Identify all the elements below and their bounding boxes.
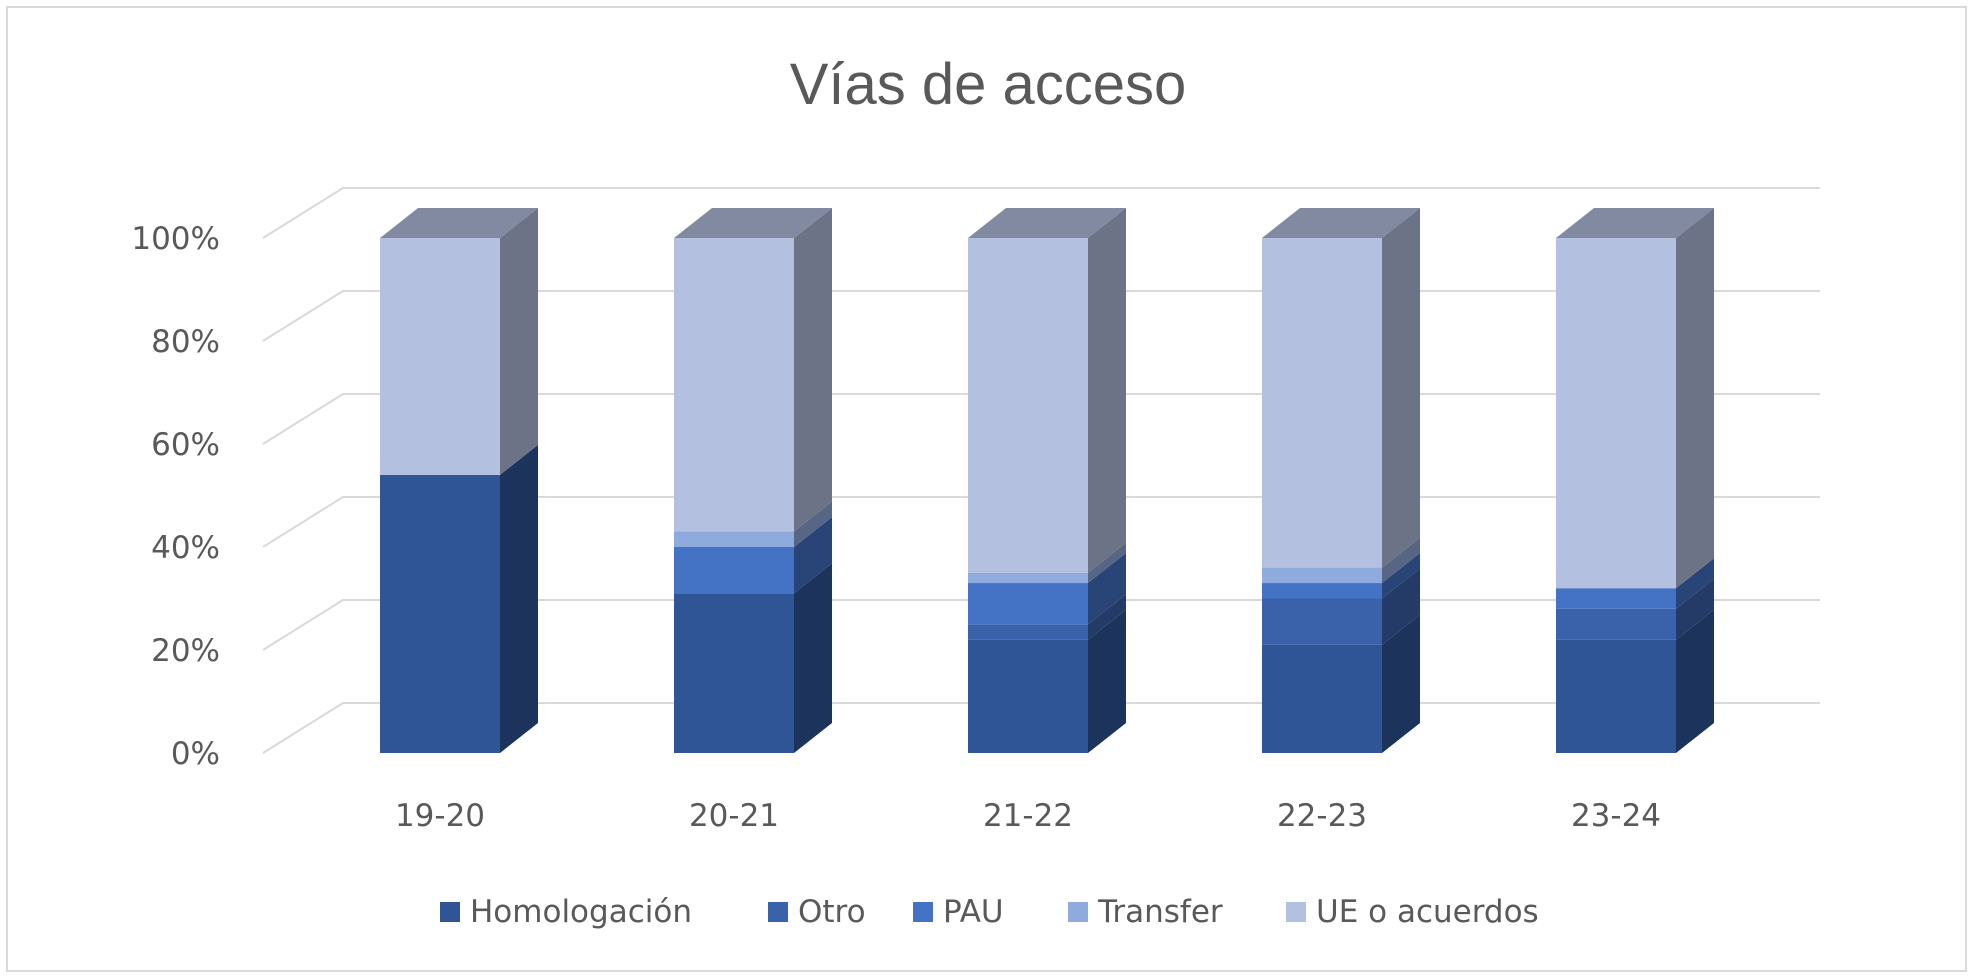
bar-23-24-pau [1556,588,1676,609]
y-tick-label: 40% [151,530,220,566]
legend-item-2: PAU [913,894,1004,930]
bar-21-22-otro [968,624,1088,640]
bar-side-20-21-4 [794,208,832,532]
bar-22-23-transfer [1262,567,1382,584]
bar-top-19-20 [380,208,538,238]
legend-item-0: Homologación [440,894,692,930]
bar-side-23-24-1 [1676,578,1714,640]
bar-side-23-24-2 [1676,558,1714,609]
bar-20-21-ue-o-acuerdos [674,238,794,532]
legend-item-1: Otro [768,894,866,930]
bar-20-21-homologación [674,593,794,753]
legend: Homologación Otro PAU Transfer UE o acuerdos [440,894,1539,930]
bar-layer [380,208,1714,753]
bar-side-22-23-3 [1382,537,1420,584]
bar-23-24-otro [1556,608,1676,640]
bar-20-21-pau [674,547,794,594]
chart-title: Vías de acceso [790,52,1187,117]
bar-22-23-pau [1262,583,1382,599]
bar-22-23-otro [1262,598,1382,645]
legend-swatch [440,902,460,922]
chart-frame: Vías de acceso 0% 20% 40% 60% 80% 100% 19-20 2… [6,6,1967,972]
bar-23-24-homologación [1556,639,1676,753]
x-tick-label: 19-20 [395,798,485,834]
legend-swatch [768,902,788,922]
bar-22-23-homologación [1262,644,1382,753]
bar-side-20-21-2 [794,517,832,594]
bar-side-21-22-2 [1088,553,1126,625]
y-axis-ticks: 0% 20% 40% 60% 80% 100% [131,221,220,772]
bar-20-21-transfer [674,531,794,547]
legend-swatch [1286,902,1306,922]
bar-side-19-20-4 [500,208,538,475]
gridline-100 [262,187,1820,239]
x-tick-label: 22-23 [1277,798,1367,834]
legend-label: UE o acuerdos [1316,894,1539,930]
y-tick-label: 0% [171,736,220,772]
x-tick-label: 20-21 [689,798,779,834]
legend-label: PAU [943,894,1004,930]
bar-21-22-pau [968,583,1088,625]
bar-top-22-23 [1262,208,1420,238]
x-tick-label: 21-22 [983,798,1073,834]
chart-canvas: Vías de acceso 0% 20% 40% 60% 80% 100% 19-20 2… [131,52,1820,930]
bar-side-20-21-3 [794,501,832,547]
legend-item-3: Transfer [1068,894,1223,930]
bar-side-23-24-4 [1676,208,1714,589]
legend-label: Transfer [1097,894,1223,930]
bar-side-23-24-0 [1676,609,1714,753]
legend-swatch [1068,902,1088,922]
y-tick-label: 60% [151,427,220,463]
bar-stack-21-22 [968,208,1126,753]
bar-side-22-23-4 [1382,208,1420,568]
bar-21-22-homologación [968,639,1088,753]
legend-item-4: UE o acuerdos [1286,894,1539,930]
bar-side-22-23-1 [1382,568,1420,645]
bar-side-22-23-2 [1382,553,1420,599]
bar-19-20-ue-o-acuerdos [380,238,500,475]
bar-stack-23-24 [1556,208,1714,753]
bar-side-21-22-1 [1088,594,1126,640]
bar-19-20-homologación [380,474,500,753]
bar-side-20-21-0 [794,563,832,753]
bar-top-20-21 [674,208,832,238]
bar-top-23-24 [1556,208,1714,238]
bar-21-22-transfer [968,572,1088,584]
legend-label: Homologación [470,894,692,930]
x-tick-label: 23-24 [1571,798,1661,834]
bar-21-22-ue-o-acuerdos [968,238,1088,573]
bar-22-23-ue-o-acuerdos [1262,238,1382,568]
y-tick-label: 20% [151,633,220,669]
y-tick-label: 100% [131,221,220,257]
bar-23-24-ue-o-acuerdos [1556,238,1676,589]
legend-label: Otro [798,894,866,930]
bar-stack-19-20 [380,208,538,753]
bar-side-22-23-0 [1382,614,1420,753]
bar-top-21-22 [968,208,1126,238]
bar-side-21-22-3 [1088,542,1126,584]
legend-swatch [913,902,933,922]
y-tick-label: 80% [151,324,220,360]
bar-side-19-20-0 [500,444,538,753]
x-axis-ticks: 19-20 20-21 21-22 22-23 23-24 [395,798,1661,834]
bar-side-21-22-0 [1088,609,1126,753]
bar-side-21-22-4 [1088,208,1126,573]
bar-stack-22-23 [1262,208,1420,753]
bar-stack-20-21 [674,208,832,753]
